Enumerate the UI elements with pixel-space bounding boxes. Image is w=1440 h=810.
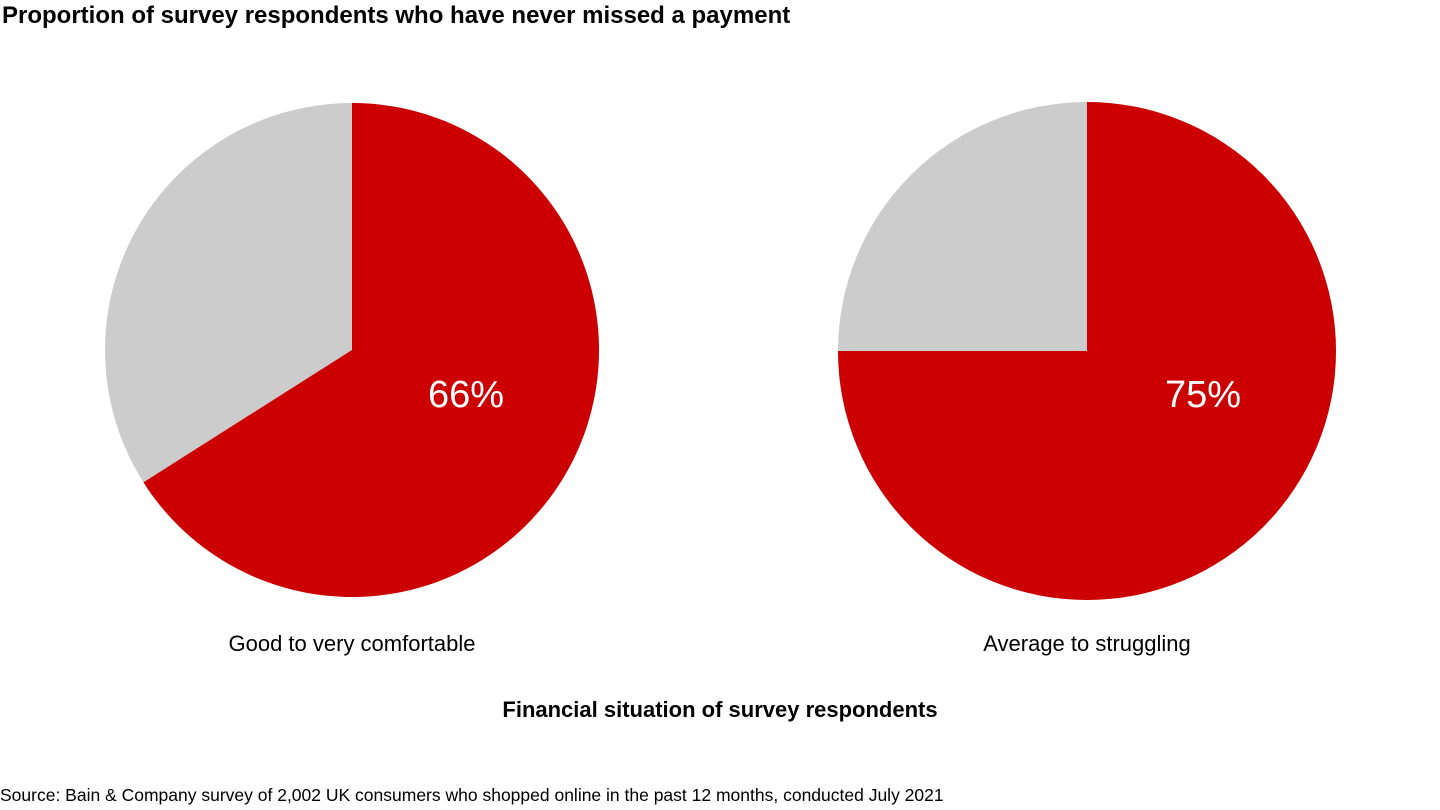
pie-good-to-very-comfortable: 66% xyxy=(105,103,600,597)
pie-value-slice xyxy=(838,102,1336,600)
x-axis-label: Financial situation of survey respondent… xyxy=(502,697,938,722)
category-label-good: Good to very comfortable xyxy=(228,631,476,656)
pie-data-label: 75% xyxy=(1165,374,1241,416)
pie-value-slice xyxy=(143,103,600,597)
chart-title: Proportion of survey respondents who hav… xyxy=(2,2,791,29)
source-note: Source: Bain & Company survey of 2,002 U… xyxy=(0,785,944,805)
category-label-average: Average to struggling xyxy=(983,631,1191,656)
pie-data-label: 66% xyxy=(428,374,504,416)
pie-average-to-struggling: 75% xyxy=(838,102,1336,600)
